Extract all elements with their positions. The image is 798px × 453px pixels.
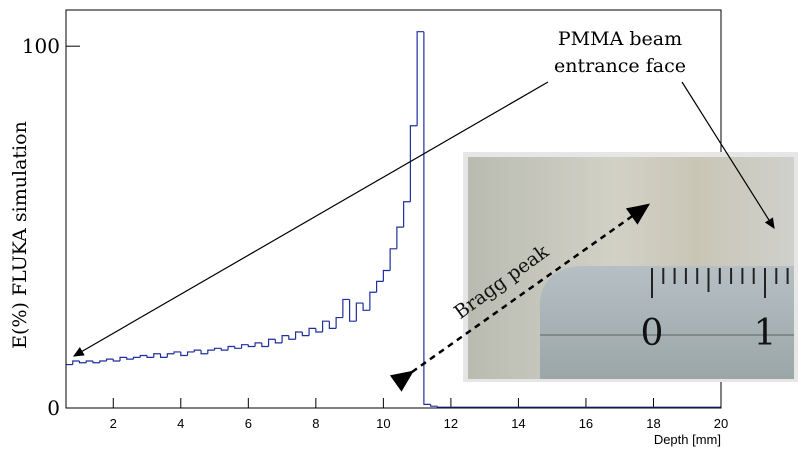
histogram-bin (153, 353, 161, 358)
x-tick-label: 14 (511, 416, 525, 431)
histogram-bin (267, 338, 276, 347)
histogram-bin (294, 331, 303, 340)
histogram-bin (220, 348, 229, 351)
histogram-bin (92, 360, 100, 364)
bragg-arrow (389, 203, 651, 392)
histogram-bin (288, 335, 296, 340)
ruler-label: 1 (754, 313, 777, 354)
histogram-bin (146, 355, 154, 358)
histogram-bin (403, 201, 411, 228)
histogram-bin (436, 406, 721, 408)
histogram-bin (240, 344, 249, 349)
histogram-bin (105, 358, 114, 361)
x-tick-label: 4 (177, 416, 184, 431)
histogram-bin (355, 302, 364, 322)
histogram-bin (72, 360, 80, 365)
histogram-bin (207, 349, 215, 354)
histogram-bin (342, 298, 350, 318)
histogram-bin (308, 327, 316, 336)
histogram-bin (335, 316, 343, 329)
histogram-bin (409, 125, 418, 202)
histogram-bin (227, 345, 235, 351)
histogram-bin (119, 356, 127, 361)
annotation-arrow (72, 81, 549, 357)
histogram-bin (430, 404, 438, 407)
x-tick-label: 8 (312, 416, 319, 431)
histogram-bin (261, 342, 269, 348)
histogram-bin (301, 332, 310, 337)
histogram-bin (200, 350, 208, 355)
histogram-bin (234, 346, 242, 349)
x-tick-label: 10 (376, 416, 390, 431)
histogram-bin (173, 351, 181, 354)
histogram-bin (382, 269, 391, 282)
histogram-bin (376, 280, 384, 293)
histogram-bin (349, 299, 357, 322)
histogram-bin (78, 360, 87, 364)
histogram-bin (274, 339, 283, 344)
y-axis-label: E(%) FLUKA simulation (9, 121, 31, 349)
histogram-bin (362, 303, 370, 311)
histogram-bin (247, 344, 256, 348)
y-tick-label: 0 (47, 396, 60, 420)
histogram-bin (126, 357, 134, 360)
histogram-bin (159, 353, 168, 358)
x-axis-label: Depth [mm] (654, 432, 721, 447)
y-tick-label: 100 (22, 34, 60, 58)
histogram-bin (112, 359, 121, 362)
ruler-label: 0 (641, 313, 664, 354)
histogram-bin (85, 360, 94, 363)
histogram-bin (139, 354, 148, 358)
annotation-arrow (681, 81, 775, 230)
annotation: PMMA beam (558, 28, 682, 50)
annotation: entrance face (554, 55, 686, 77)
x-tick-label: 2 (110, 416, 117, 431)
histogram-bin (166, 353, 175, 358)
histogram-bin (315, 328, 323, 333)
histogram-bin (423, 31, 431, 405)
histogram-bin (193, 349, 202, 352)
x-tick-label: 12 (444, 416, 458, 431)
x-tick-label: 16 (579, 416, 593, 431)
histogram-bin (369, 291, 377, 311)
x-tick-label: 6 (245, 416, 252, 431)
histogram-bin (328, 321, 337, 329)
histogram-bin (132, 356, 141, 360)
histogram-bin (389, 248, 397, 271)
x-tick-label: 20 (714, 416, 728, 431)
histogram-bin (416, 31, 424, 126)
histogram-bin (396, 226, 404, 249)
histogram-bin (213, 347, 222, 351)
histogram-bin (281, 335, 289, 343)
x-tick-label: 18 (646, 416, 660, 431)
histogram-bin (99, 360, 107, 363)
histogram-bin (321, 320, 330, 333)
histogram-bin (180, 351, 188, 357)
histogram-bin (254, 342, 262, 347)
histogram-bin (186, 351, 195, 356)
